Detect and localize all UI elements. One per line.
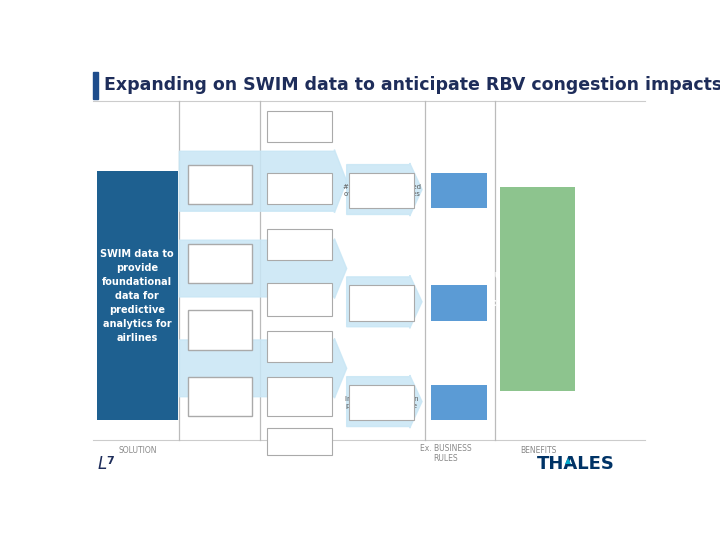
FancyArrow shape	[179, 339, 347, 398]
Bar	[267, 111, 332, 141]
Bar	[96, 171, 178, 420]
Text: Rwy & Fix
Acceptance
Rates: Rwy & Fix Acceptance Rates	[277, 381, 322, 411]
Bar	[94, 72, 99, 99]
Text: SFDPS: SFDPS	[199, 325, 240, 335]
Text: TBFM: TBFM	[202, 179, 237, 190]
Bar	[267, 229, 332, 260]
Text: Metering status: Metering status	[269, 437, 330, 446]
Text: 7: 7	[107, 456, 114, 465]
Bar	[188, 377, 252, 416]
Text: #of aircraft scheduled
over RBV/ 15 minutes: #of aircraft scheduled over RBV/ 15 minu…	[343, 184, 420, 197]
Text: Consider
increasing fuel
load: Consider increasing fuel load	[431, 288, 487, 318]
FancyArrow shape	[179, 150, 347, 213]
FancyArrow shape	[347, 275, 422, 328]
Text: L: L	[97, 455, 107, 473]
Bar	[349, 173, 414, 208]
Text: SOLUTION: SOLUTION	[118, 446, 157, 455]
Bar	[349, 385, 414, 420]
Bar	[188, 165, 252, 204]
Text: THALES: THALES	[536, 455, 614, 473]
FancyArrow shape	[347, 163, 422, 216]
Text: Potential to
anticipate taxi
out/return to gate
due to RBV
congestion using
real: Potential to anticipate taxi out/return …	[488, 242, 588, 336]
Text: Increment saturation
post scheduled time: Increment saturation post scheduled time	[345, 396, 418, 409]
Text: SWIM data to
provide
foundational
data for
predictive
analytics for
airlines: SWIM data to provide foundational data f…	[100, 248, 174, 342]
Bar	[188, 244, 252, 283]
Text: TFMS: TFMS	[202, 258, 237, 268]
FancyArrow shape	[179, 239, 347, 299]
Text: Ex. BUSINESS
RULES: Ex. BUSINESS RULES	[420, 444, 472, 463]
Text: Considering
filing reroute: Considering filing reroute	[435, 393, 485, 413]
FancyArrow shape	[347, 375, 422, 428]
Text: Flight Position: Flight Position	[272, 240, 327, 249]
Bar	[267, 377, 332, 416]
Text: STDDS: STDDS	[199, 392, 241, 401]
Bar	[431, 285, 487, 321]
Bar	[349, 285, 414, 321]
Text: Plan as
scheduled: Plan as scheduled	[440, 181, 479, 200]
Bar	[267, 283, 332, 316]
Text: METHODOLOGY: METHODOLOGY	[270, 446, 330, 455]
Text: Miles in Trail: Miles in Trail	[360, 300, 403, 306]
Text: Expanding on SWIM data to anticipate RBV congestion impacts: Expanding on SWIM data to anticipate RBV…	[104, 76, 720, 94]
Text: BENEFITS: BENEFITS	[520, 446, 557, 455]
Bar	[500, 187, 575, 391]
Text: Flight Metering
times: Flight Metering times	[270, 290, 329, 309]
Bar	[267, 428, 332, 455]
Bar	[431, 173, 487, 208]
Text: Flow Information: Flow Information	[267, 184, 332, 193]
Text: Flight
Information: Flight Information	[277, 117, 322, 136]
Bar	[431, 385, 487, 420]
Text: Flight Release
times: Flight Release times	[273, 337, 327, 356]
Bar	[267, 331, 332, 362]
Bar	[267, 173, 332, 204]
Bar	[188, 310, 252, 349]
